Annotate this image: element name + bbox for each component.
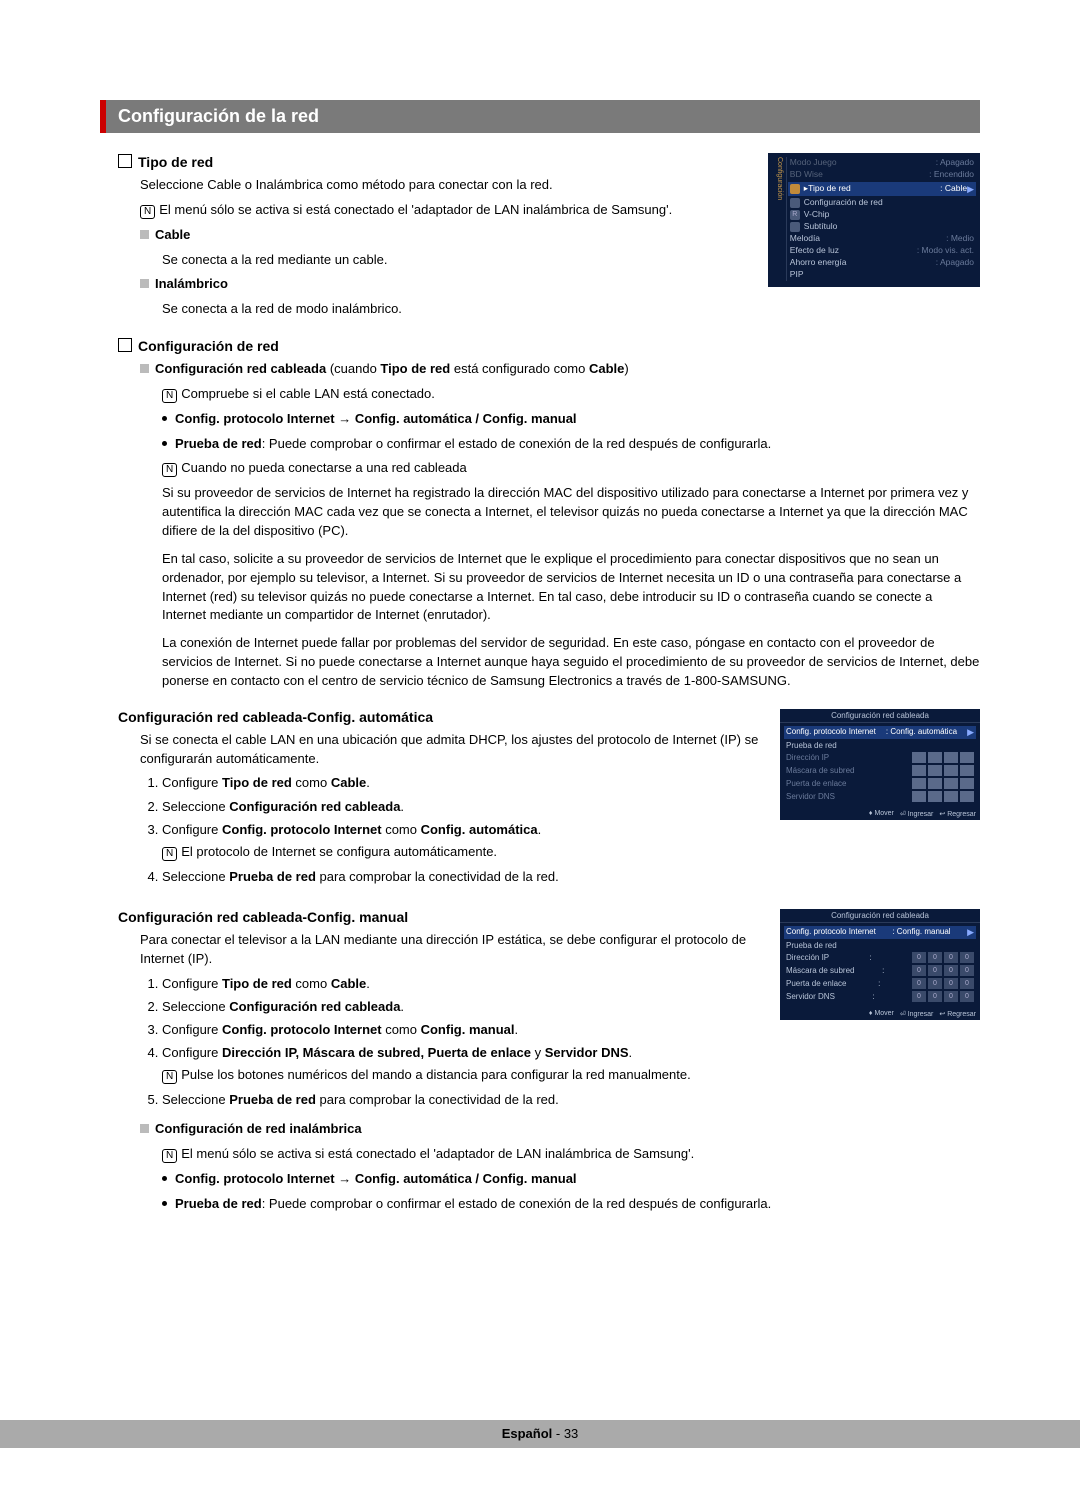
note-icon: N bbox=[162, 389, 177, 403]
note: NCuando no pueda conectarse a una red ca… bbox=[162, 459, 980, 478]
tv-menu-item: PIP bbox=[790, 269, 974, 281]
panel-title: Configuración red cableada bbox=[780, 909, 980, 923]
net-config-manual-screenshot: Configuración red cableada Config. proto… bbox=[780, 909, 980, 1020]
tv-menu-side: Configuración bbox=[774, 157, 787, 281]
paragraph: La conexión de Internet puede fallar por… bbox=[162, 634, 980, 691]
ingresar-icon: ⏎ Ingresar bbox=[900, 810, 934, 818]
tv-menu-item: Modo Juego bbox=[790, 157, 936, 169]
bullet: Config. protocolo Internet → Config. aut… bbox=[162, 1170, 980, 1189]
mover-icon: ♦ Mover bbox=[869, 1010, 894, 1018]
note-icon: N bbox=[162, 1149, 177, 1163]
tv-menu-item: Configuración de red bbox=[804, 197, 883, 207]
net-config-auto-screenshot: Configuración red cableada Config. proto… bbox=[780, 709, 980, 820]
tv-menu-item: Ahorro energía bbox=[790, 257, 936, 269]
tv-menu-screenshot: Configuración Modo Juego: Apagado BD Wis… bbox=[768, 153, 980, 287]
bullet: Prueba de red: Puede comprobar o confirm… bbox=[162, 435, 980, 454]
section-title: Configuración de la red bbox=[100, 100, 980, 133]
step: Configure Config. protocolo Internet com… bbox=[162, 1021, 980, 1039]
panel-row: Máscara de subred bbox=[786, 966, 854, 975]
note-icon: N bbox=[162, 463, 177, 477]
panel-title: Configuración red cableada bbox=[780, 709, 980, 723]
step: Configure Dirección IP, Máscara de subre… bbox=[162, 1044, 980, 1085]
mover-icon: ♦ Mover bbox=[869, 810, 894, 818]
panel-row: Máscara de subred bbox=[786, 766, 854, 775]
bullet: Config. protocolo Internet → Config. aut… bbox=[162, 410, 980, 429]
panel-row: Dirección IP bbox=[786, 953, 829, 962]
tv-menu-item: Subtítulo bbox=[804, 221, 838, 231]
panel-row: Config. protocolo Internet bbox=[786, 927, 876, 938]
chevron-right-icon: ▶ bbox=[967, 183, 974, 196]
note-icon: N bbox=[162, 847, 177, 861]
panel-row: Servidor DNS bbox=[786, 992, 835, 1001]
tv-menu-item: ▸Tipo de red bbox=[804, 183, 851, 193]
tv-menu-item: BD Wise bbox=[790, 169, 929, 181]
paragraph: Si su proveedor de servicios de Internet… bbox=[162, 484, 980, 541]
gear-icon bbox=[790, 184, 800, 194]
chevron-right-icon: ▶ bbox=[967, 927, 974, 938]
page-footer: Español - 33 bbox=[0, 1420, 1080, 1448]
note-icon: N bbox=[162, 1070, 177, 1084]
panel-row: Prueba de red bbox=[786, 941, 974, 950]
panel-row: Servidor DNS bbox=[786, 792, 835, 801]
item-wireless: Configuración de red inalámbrica bbox=[140, 1120, 980, 1139]
menu-icon bbox=[790, 198, 800, 208]
paragraph: En tal caso, solicite a su proveedor de … bbox=[162, 550, 980, 625]
step: Seleccione Prueba de red para comprobar … bbox=[162, 1091, 980, 1109]
menu-icon bbox=[790, 222, 800, 232]
note-icon: N bbox=[140, 205, 155, 219]
tv-menu-item: Efecto de luz bbox=[790, 245, 917, 257]
body-text: Se conecta a la red de modo inalámbrico. bbox=[162, 300, 980, 319]
ingresar-icon: ⏎ Ingresar bbox=[900, 1010, 934, 1018]
note: NCompruebe si el cable LAN está conectad… bbox=[162, 385, 980, 404]
chevron-right-icon: ▶ bbox=[967, 727, 974, 738]
panel-row: Puerta de enlace bbox=[786, 779, 847, 788]
regresar-icon: ↩ Regresar bbox=[939, 810, 976, 818]
panel-row: Prueba de red bbox=[786, 741, 974, 750]
step: Seleccione Prueba de red para comprobar … bbox=[162, 868, 980, 886]
tv-menu-item: Melodía bbox=[790, 233, 946, 245]
regresar-icon: ↩ Regresar bbox=[939, 1010, 976, 1018]
item-cableada: Configuración red cableada (cuando Tipo … bbox=[140, 360, 980, 379]
panel-row: Puerta de enlace bbox=[786, 979, 847, 988]
bullet: Prueba de red: Puede comprobar o confirm… bbox=[162, 1195, 980, 1214]
note: NEl menú sólo se activa si está conectad… bbox=[162, 1145, 980, 1164]
heading-config-red: Configuración de red bbox=[118, 337, 980, 354]
panel-row: Config. protocolo Internet bbox=[786, 727, 876, 738]
menu-icon: R bbox=[790, 210, 800, 220]
step: Configure Config. protocolo Internet com… bbox=[162, 821, 980, 862]
tv-menu-item: V-Chip bbox=[804, 209, 830, 219]
panel-row: Dirección IP bbox=[786, 753, 829, 762]
